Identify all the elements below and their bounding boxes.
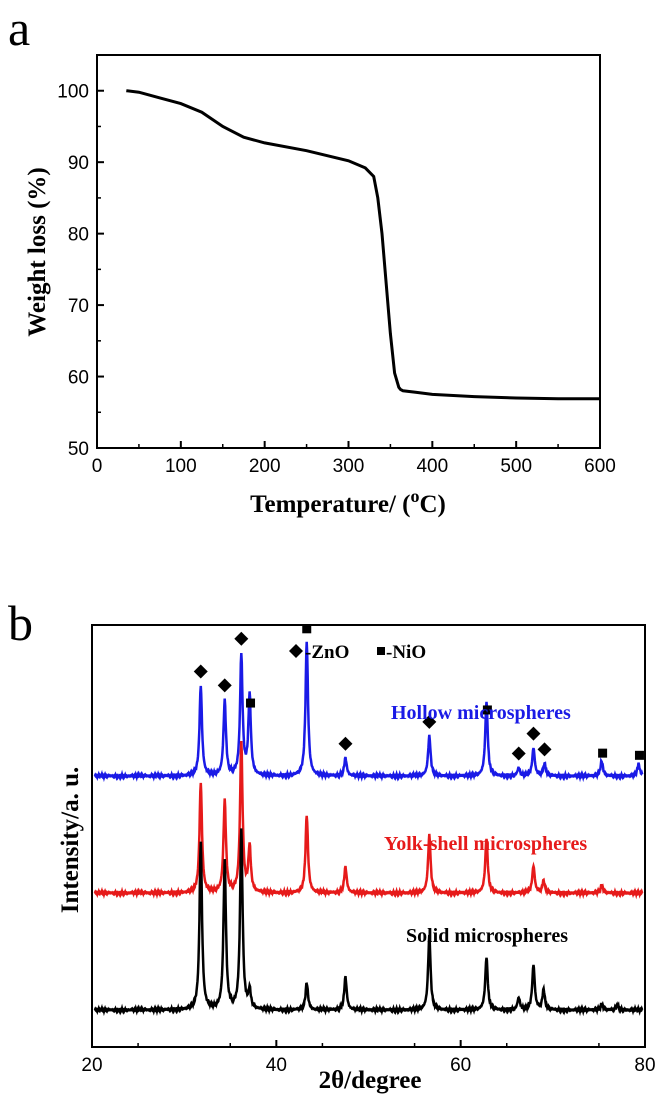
tga-x-tick-label: 500 [500, 456, 532, 477]
zno-peak-marker [338, 736, 353, 751]
zno-peak-marker [234, 631, 249, 646]
label-solid-microspheres: Solid microspheres [406, 925, 568, 947]
legend-nio-label: -NiO [386, 642, 426, 663]
zno-peak-marker [526, 726, 541, 741]
tga-x-tick-label: 600 [584, 456, 616, 477]
xrd-solid-curve [93, 828, 644, 1017]
zno-peak-marker [193, 664, 208, 679]
tga-x-tick-label: 0 [92, 456, 103, 477]
tga-y-tick-label: 70 [68, 296, 89, 317]
xrd-y-axis-title: Intensity/a. u. [57, 767, 84, 914]
nio-peak-marker [598, 748, 608, 758]
tga-x-axis-title: Temperature/ (oC) [250, 486, 446, 518]
xrd-x-tick-label: 60 [450, 1055, 471, 1076]
legend-zno-diamond-icon [289, 644, 303, 658]
xrd-yolk-shell-curve [93, 741, 644, 900]
xrd-ticks: 20 40 60 80 [81, 1040, 656, 1076]
xrd-legend: -ZnO -NiO [289, 642, 426, 663]
tga-plot-frame [96, 54, 601, 449]
nio-peak-marker [634, 750, 644, 760]
tga-y-tick-label: 90 [68, 153, 89, 174]
tga-y-tick-label: 80 [68, 225, 89, 246]
tga-plot: 0 100 200 300 400 500 600 50 60 70 80 90 100 Weight … [24, 54, 616, 518]
tga-x-tick-label: 200 [249, 456, 281, 477]
tga-y-tick-label: 100 [57, 82, 89, 103]
zno-peak-marker [217, 678, 232, 693]
label-yolk-shell-microspheres: Yolk-shell microspheres [384, 833, 587, 855]
tga-y-axis-title: Weight loss (%) [24, 167, 51, 336]
xrd-plot: 20 40 60 80 -ZnO -NiO Hollow microspheres Y… [57, 624, 656, 1094]
zno-peak-marker [422, 714, 437, 729]
xrd-peak-markers [193, 624, 644, 761]
nio-peak-marker [482, 705, 492, 715]
nio-peak-marker [246, 698, 256, 708]
tga-ticks: 0 100 200 300 400 500 600 50 60 70 80 90 100 [57, 54, 616, 477]
tga-x-axis-title-main: Temperature/ ( [250, 491, 410, 518]
xrd-x-tick-label: 80 [634, 1055, 655, 1076]
tga-x-tick-label: 400 [416, 456, 448, 477]
xrd-x-tick-label: 40 [266, 1055, 287, 1076]
zno-peak-marker [511, 746, 526, 761]
xrd-plot-frame [91, 624, 646, 1048]
tga-x-tick-label: 300 [333, 456, 365, 477]
tga-weight-curve [126, 89, 600, 401]
legend-zno-label: -ZnO [305, 642, 349, 663]
xrd-hollow-curve [93, 641, 644, 783]
xrd-x-axis-title: 2θ/degree [319, 1067, 422, 1094]
tga-y-tick-label: 50 [68, 439, 89, 460]
xrd-x-tick-label: 20 [81, 1055, 102, 1076]
panel-a-letter: a [8, 0, 30, 56]
tga-y-tick-label: 60 [68, 368, 89, 389]
tga-x-tick-label: 100 [165, 456, 197, 477]
nio-peak-marker [302, 624, 312, 634]
legend-nio-square-icon [377, 647, 385, 655]
panel-b-letter: b [8, 595, 33, 651]
tga-x-axis-title-superscript: o [411, 486, 420, 506]
tga-x-axis-title-unit: C) [420, 491, 446, 518]
label-hollow-microspheres: Hollow microspheres [391, 702, 571, 724]
zno-peak-marker [537, 742, 552, 757]
